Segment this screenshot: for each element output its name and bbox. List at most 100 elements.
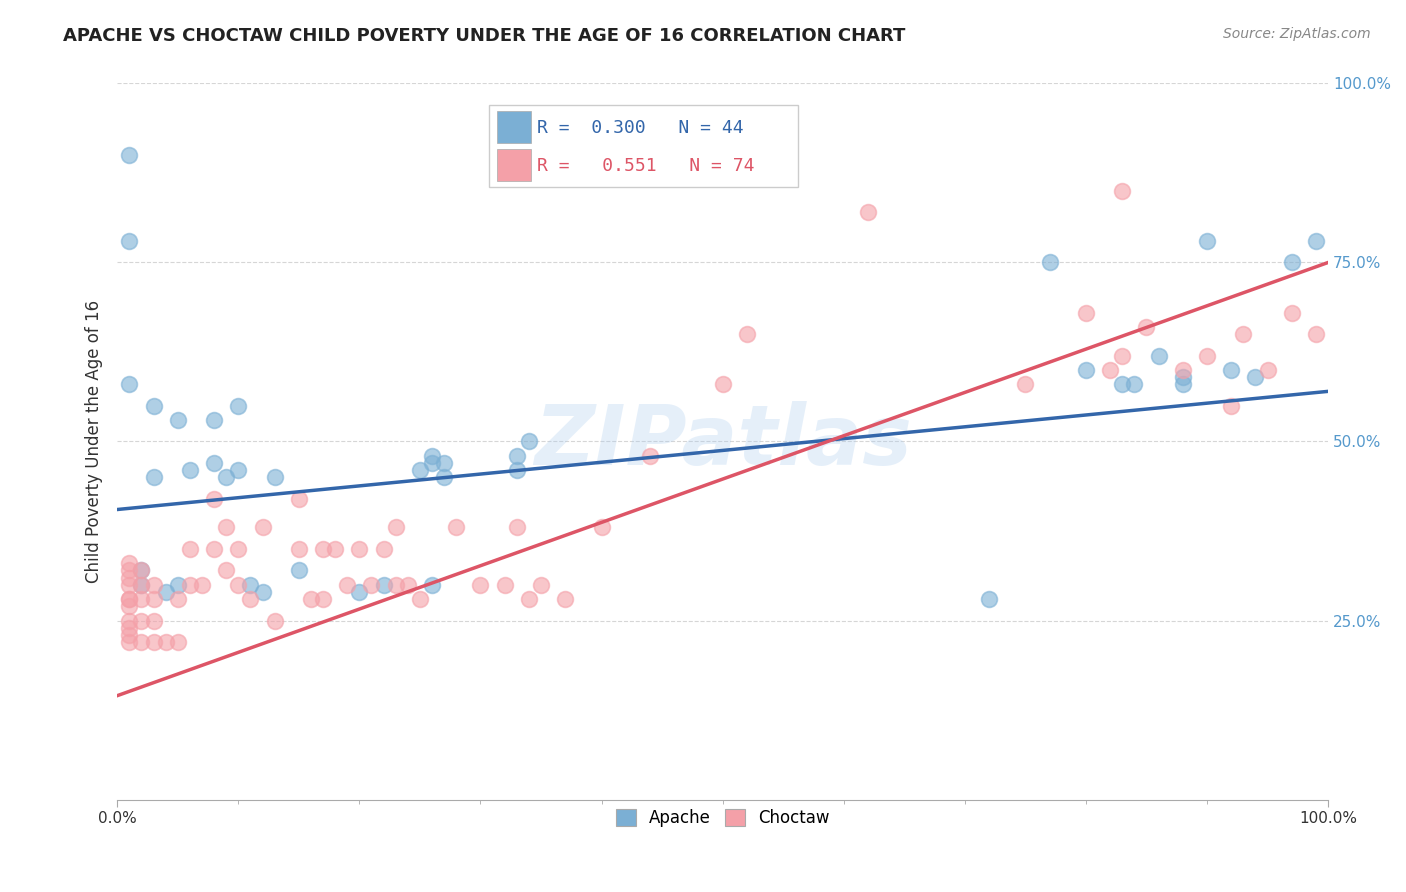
Point xyxy=(638,449,661,463)
Text: ZIPatlas: ZIPatlas xyxy=(534,401,911,482)
Point xyxy=(420,577,443,591)
Point xyxy=(226,463,249,477)
Point xyxy=(336,577,359,591)
Point xyxy=(118,635,141,649)
Point xyxy=(409,592,432,607)
Point xyxy=(1281,255,1303,269)
Point xyxy=(202,456,225,470)
Point xyxy=(506,449,529,463)
Point xyxy=(517,434,540,449)
Point xyxy=(226,541,249,556)
Point xyxy=(1244,370,1267,384)
Y-axis label: Child Poverty Under the Age of 16: Child Poverty Under the Age of 16 xyxy=(86,300,103,583)
Point xyxy=(179,541,201,556)
Text: R =   0.551   N = 74: R = 0.551 N = 74 xyxy=(537,157,755,175)
Point xyxy=(1147,349,1170,363)
Point xyxy=(299,592,322,607)
Point xyxy=(420,449,443,463)
Point xyxy=(1135,319,1157,334)
Point xyxy=(118,570,141,584)
Point xyxy=(373,541,395,556)
Point xyxy=(1099,363,1122,377)
Point xyxy=(131,592,153,607)
Point xyxy=(1195,349,1218,363)
Point xyxy=(517,592,540,607)
Point xyxy=(263,614,285,628)
Point xyxy=(433,456,456,470)
Point xyxy=(179,577,201,591)
Point xyxy=(470,577,492,591)
Point xyxy=(118,148,141,162)
Point xyxy=(142,399,165,413)
Point xyxy=(1305,234,1327,248)
Point xyxy=(420,456,443,470)
Point xyxy=(349,541,371,556)
Point xyxy=(1111,184,1133,198)
Point xyxy=(118,234,141,248)
Point xyxy=(118,599,141,614)
Point xyxy=(215,563,238,577)
Point xyxy=(1014,377,1036,392)
Point xyxy=(711,377,734,392)
Point xyxy=(166,577,188,591)
Point xyxy=(288,491,311,506)
Point xyxy=(131,577,153,591)
Point xyxy=(142,470,165,484)
Point xyxy=(118,621,141,635)
FancyBboxPatch shape xyxy=(498,149,531,181)
Point xyxy=(131,614,153,628)
Point xyxy=(166,635,188,649)
Point xyxy=(1111,377,1133,392)
Point xyxy=(215,470,238,484)
Point xyxy=(1195,234,1218,248)
Point xyxy=(1171,363,1194,377)
Point xyxy=(131,563,153,577)
Point xyxy=(1220,363,1243,377)
Point xyxy=(288,541,311,556)
Point xyxy=(1111,349,1133,363)
Point xyxy=(155,585,177,599)
Point xyxy=(131,577,153,591)
Point xyxy=(118,563,141,577)
Point xyxy=(166,592,188,607)
Point xyxy=(118,592,141,607)
Point xyxy=(131,635,153,649)
Point xyxy=(433,470,456,484)
Point xyxy=(977,592,1000,607)
Point xyxy=(1123,377,1146,392)
Point xyxy=(288,563,311,577)
Point xyxy=(384,577,406,591)
Point xyxy=(506,520,529,534)
Point xyxy=(226,577,249,591)
Point xyxy=(373,577,395,591)
Point xyxy=(735,327,758,342)
Point xyxy=(118,592,141,607)
Point xyxy=(226,399,249,413)
Point xyxy=(1281,305,1303,319)
Point xyxy=(239,592,262,607)
Point xyxy=(312,592,335,607)
FancyBboxPatch shape xyxy=(489,105,797,187)
Point xyxy=(118,628,141,642)
Point xyxy=(118,577,141,591)
Point xyxy=(1257,363,1279,377)
Point xyxy=(252,585,274,599)
Point xyxy=(191,577,214,591)
Point xyxy=(591,520,613,534)
Point xyxy=(118,377,141,392)
Point xyxy=(142,635,165,649)
Text: APACHE VS CHOCTAW CHILD POVERTY UNDER THE AGE OF 16 CORRELATION CHART: APACHE VS CHOCTAW CHILD POVERTY UNDER TH… xyxy=(63,27,905,45)
Point xyxy=(530,577,553,591)
Point xyxy=(1074,363,1097,377)
Point xyxy=(506,463,529,477)
Point xyxy=(494,577,516,591)
Point xyxy=(202,541,225,556)
Point xyxy=(239,577,262,591)
Point xyxy=(263,470,285,484)
Point xyxy=(360,577,382,591)
Legend: Apache, Choctaw: Apache, Choctaw xyxy=(609,803,837,834)
Point xyxy=(1305,327,1327,342)
Point xyxy=(856,205,879,219)
Point xyxy=(179,463,201,477)
Text: Source: ZipAtlas.com: Source: ZipAtlas.com xyxy=(1223,27,1371,41)
